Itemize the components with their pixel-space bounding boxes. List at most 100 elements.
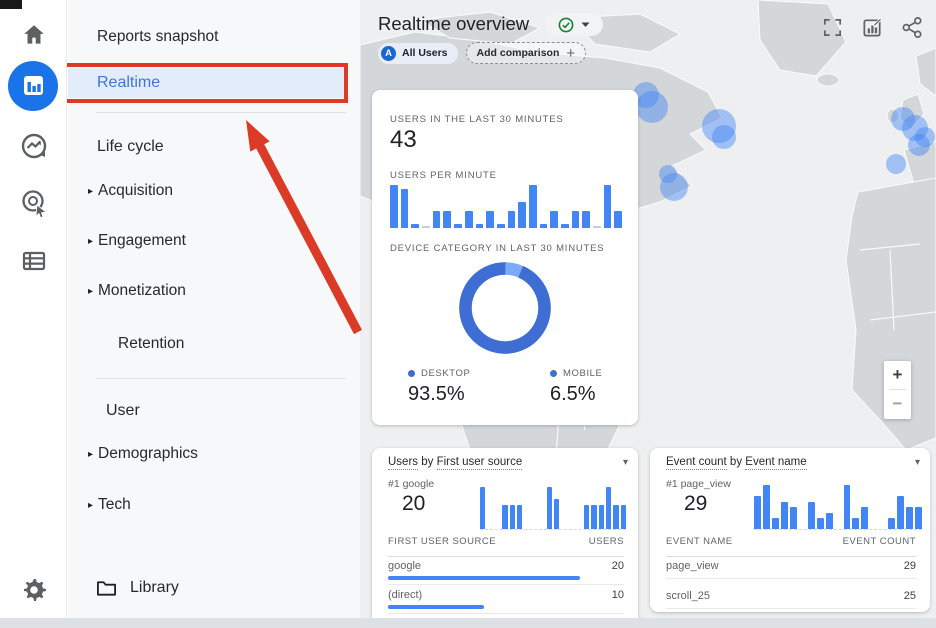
expand-arrow-icon: ▸ — [88, 499, 94, 511]
fullscreen-icon[interactable] — [821, 16, 844, 39]
users-per-minute-chart[interactable] — [390, 184, 623, 228]
published-check-icon — [558, 17, 574, 32]
explore-nav-button[interactable] — [0, 128, 67, 164]
screenshot-artifact — [0, 0, 22, 9]
expand-arrow-icon: ▸ — [88, 448, 94, 460]
chart-bar — [780, 501, 788, 529]
chart-bar — [906, 507, 914, 529]
chart-bar — [816, 518, 824, 529]
plus-icon: + — [566, 44, 576, 62]
chart-bar — [561, 527, 566, 529]
insights-icon[interactable] — [861, 16, 884, 39]
chart-bar — [593, 226, 601, 228]
legend-desktop: DESKTOP 93.5% — [408, 368, 470, 406]
chart-bar — [879, 527, 886, 529]
sidebar-item-realtime[interactable]: Realtime — [68, 68, 348, 98]
table-row[interactable]: (direct) 10 — [388, 589, 624, 601]
expand-arrow-icon: ▸ — [88, 185, 94, 197]
reports-nav-button-selected[interactable] — [8, 61, 58, 111]
chart-bar — [613, 505, 619, 529]
reports-snapshot-label: Reports snapshot — [97, 28, 219, 45]
chart-bar — [762, 485, 770, 529]
chart-bar — [915, 507, 923, 529]
monetization-label: Monetization — [98, 282, 186, 299]
add-comparison-label: Add comparison — [476, 47, 560, 59]
chart-bar — [789, 507, 797, 529]
reports-bar-chart-icon — [24, 76, 43, 95]
mobile-legend-label: MOBILE — [563, 368, 603, 379]
chart-bar — [464, 210, 473, 228]
active-users-map-circle — [633, 82, 659, 108]
event-count-card: Event count by Event name ▾ #1 page_view… — [650, 448, 930, 612]
sidebar-item-library[interactable]: Library — [68, 573, 360, 603]
chevron-down-icon[interactable]: ▾ — [622, 456, 628, 468]
chart-bar — [620, 505, 627, 529]
chart-bar — [443, 210, 452, 228]
reports-sidebar: Reports snapshot Realtime Life cycle ▸ A… — [63, 0, 360, 618]
chart-bar — [576, 527, 581, 529]
report-status-pill[interactable] — [545, 13, 603, 36]
configure-nav-button[interactable] — [0, 243, 67, 279]
sidebar-item-monetization[interactable]: ▸ Monetization — [68, 277, 360, 305]
chart-bar — [569, 527, 574, 529]
advertising-nav-button[interactable] — [0, 185, 67, 221]
top-event-value: 29 — [684, 492, 708, 515]
source-trend-chart[interactable] — [480, 486, 627, 530]
chart-bar — [888, 518, 896, 529]
event-trend-chart[interactable] — [754, 485, 923, 530]
col-first-user-source[interactable]: FIRST USER SOURCE — [388, 536, 497, 547]
table-row[interactable]: scroll_25 25 — [666, 590, 916, 602]
active-users-map-circle — [660, 173, 688, 201]
active-users-map-circle — [712, 125, 736, 149]
life-cycle-label: Life cycle — [97, 138, 164, 155]
sidebar-item-engagement[interactable]: ▸ Engagement — [68, 227, 360, 255]
home-nav-button[interactable] — [0, 18, 67, 52]
map-zoom-out-button[interactable]: − — [892, 394, 903, 413]
sidebar-item-acquisition[interactable]: ▸ Acquisition — [68, 177, 360, 205]
chevron-down-icon[interactable]: ▾ — [914, 456, 920, 468]
share-icon[interactable] — [901, 16, 924, 39]
user-label: User — [106, 402, 140, 419]
sidebar-item-demographics[interactable]: ▸ Demographics — [68, 440, 360, 468]
map-zoom-in-button[interactable]: + — [892, 365, 903, 384]
sidebar-item-retention[interactable]: Retention — [68, 330, 360, 358]
add-comparison-button[interactable]: Add comparison + — [465, 42, 587, 64]
card-title[interactable]: Event count by Event name — [666, 456, 807, 470]
library-label: Library — [130, 579, 179, 596]
desktop-legend-label: DESKTOP — [421, 368, 471, 379]
divider — [666, 578, 916, 579]
sidebar-section-life-cycle[interactable]: Life cycle — [68, 133, 360, 161]
divider — [889, 389, 906, 390]
chart-bar — [502, 505, 508, 529]
divider — [96, 112, 346, 113]
chart-bar — [454, 223, 462, 228]
chart-bar — [550, 210, 558, 228]
active-users-map-circle — [702, 109, 736, 143]
chart-bar — [583, 505, 590, 529]
acquisition-label: Acquisition — [98, 182, 173, 199]
page-title: Realtime overview — [378, 13, 530, 34]
col-event-count[interactable]: EVENT COUNT — [842, 536, 916, 547]
card-title[interactable]: Users by First user source — [388, 456, 523, 470]
map-zoom-control: + − — [884, 361, 911, 419]
chart-bar — [532, 527, 537, 529]
table-row[interactable]: google 20 — [388, 560, 624, 572]
active-users-map-circle — [886, 154, 906, 174]
sidebar-item-reports-snapshot[interactable]: Reports snapshot — [68, 22, 360, 52]
expand-arrow-icon: ▸ — [88, 235, 94, 247]
sidebar-section-user[interactable]: User — [68, 397, 360, 425]
col-event-name[interactable]: EVENT NAME — [666, 536, 733, 547]
folder-icon — [97, 581, 116, 596]
admin-button[interactable] — [0, 572, 67, 608]
chart-bar — [554, 499, 560, 529]
table-row[interactable]: page_view 29 — [666, 560, 916, 572]
chart-bar — [897, 496, 905, 529]
device-category-donut-chart[interactable] — [452, 255, 558, 366]
col-users[interactable]: USERS — [588, 536, 624, 547]
expand-arrow-icon: ▸ — [88, 285, 94, 297]
active-users-map-circle — [908, 134, 930, 156]
all-users-comparison-chip[interactable]: A All Users — [378, 42, 458, 64]
sidebar-item-tech[interactable]: ▸ Tech — [68, 491, 360, 519]
window-bottom-edge — [0, 618, 936, 628]
chart-bar — [539, 527, 544, 529]
